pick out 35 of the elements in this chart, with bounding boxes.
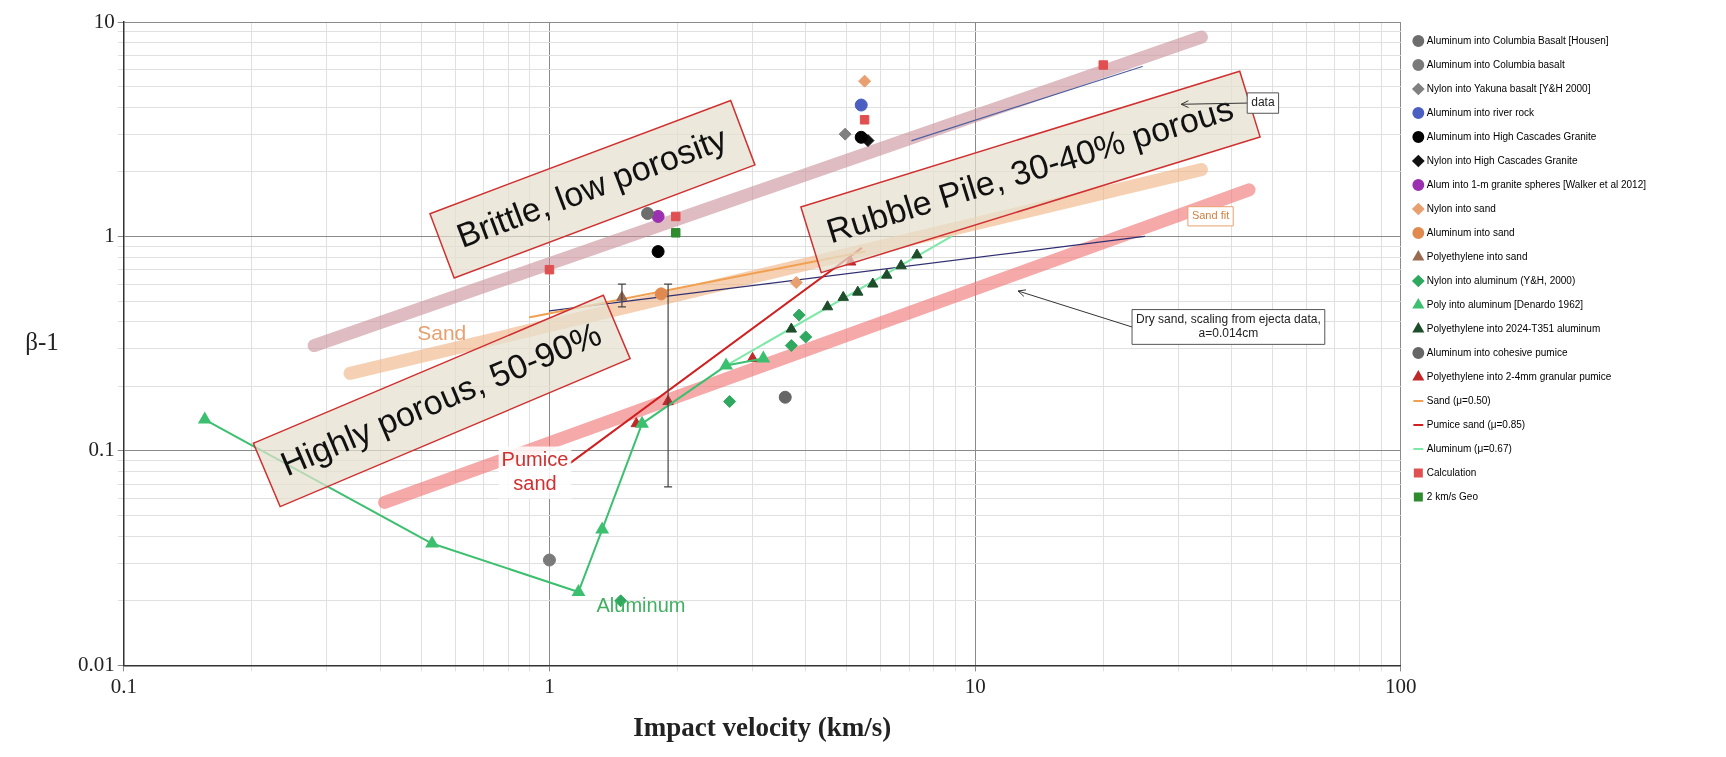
legend-label: Aluminum into Columbia Basalt [Housen]: [1426, 34, 1609, 46]
annotation: Sand: [417, 320, 467, 344]
legend-label: Aluminum (μ=0.67): [1426, 442, 1512, 454]
legend-label: Polyethylene into 2-4mm granular pumice: [1426, 370, 1612, 382]
legend-label: Nylon into aluminum (Y&H, 2000): [1426, 274, 1576, 286]
annotation: Dry sand, scaling from ejecta data, a=0.014cm: [1136, 312, 1321, 341]
legend-label: Polyethylene into 2024-T351 aluminum: [1426, 322, 1601, 334]
y-tick-label: 1: [104, 222, 115, 247]
x-axis-title: Impact velocity (km/s): [633, 711, 892, 742]
y-axis-title: β-1: [25, 328, 59, 356]
y-tick-label: 0.1: [88, 437, 115, 462]
legend-label: Nylon into High Cascades Granite: [1426, 154, 1578, 166]
legend-label: Pumice sand (μ=0.85): [1426, 418, 1526, 430]
x-tick-label: 10: [964, 673, 986, 698]
annotation: Sand fit: [1191, 209, 1230, 222]
legend-label: Alum into 1-m granite spheres [Walker et al 2012]: [1426, 178, 1647, 190]
y-tick-label: 10: [93, 8, 115, 33]
annotation: Pumice sand: [501, 447, 569, 494]
legend-label: 2 km/s Geo: [1426, 490, 1479, 502]
annotation: data: [1251, 95, 1275, 110]
legend-label: Sand (μ=0.50): [1426, 394, 1491, 406]
x-tick-label: 0.1: [110, 673, 137, 698]
legend-label: Nylon into Yakuna basalt [Y&H 2000]: [1426, 82, 1591, 94]
legend-label: Aluminum into cohesive pumice: [1426, 346, 1568, 358]
legend-label: Calculation: [1426, 466, 1477, 478]
x-tick-label: 1: [544, 673, 555, 698]
legend-label: Nylon into sand: [1426, 202, 1496, 214]
legend-label: Aluminum into sand: [1426, 226, 1515, 238]
legend-label: Aluminum into river rock: [1426, 106, 1536, 118]
legend-label: Polyethylene into sand: [1426, 250, 1528, 262]
y-tick-label: 0.01: [78, 651, 115, 676]
legend-label: Aluminum into Columbia basalt: [1426, 58, 1565, 70]
x-tick-label: 100: [1385, 673, 1417, 698]
legend-label: Aluminum into High Cascades Granite: [1426, 130, 1597, 142]
legend-label: Poly into aluminum [Denardo 1962]: [1426, 298, 1584, 310]
